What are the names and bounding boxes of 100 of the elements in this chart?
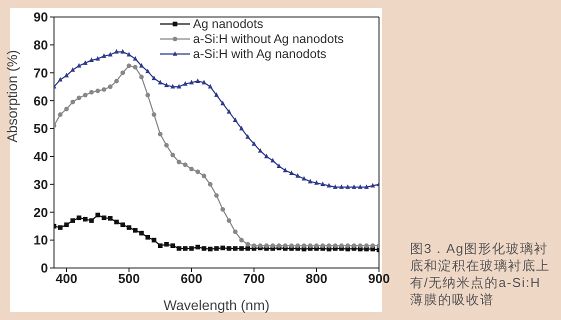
point [102,87,106,92]
point [345,184,350,189]
point [64,72,69,78]
point [70,218,76,223]
point [358,243,363,248]
point [358,184,363,189]
y-tick-label: 60 [34,93,48,108]
point [176,246,182,251]
point [108,52,113,56]
point [132,64,138,70]
x-tick-label: 500 [118,271,140,286]
point [58,76,63,82]
point [114,78,119,84]
point [132,228,138,233]
point [70,67,76,72]
point [70,100,76,104]
point [195,244,200,250]
point [152,112,156,117]
y-tick-label: 70 [34,65,48,80]
point [282,243,288,248]
point [182,246,188,251]
point [64,222,69,228]
point [282,168,288,172]
point [164,82,169,88]
point [370,243,376,248]
point [202,80,206,84]
point [95,212,100,218]
point [102,216,106,220]
point [120,222,126,228]
point [264,243,269,248]
point [176,84,182,89]
point [126,225,132,230]
point [320,182,326,186]
point [252,141,256,146]
point [202,246,206,251]
point [132,56,138,61]
legend-label: a-Si:H with Ag nanodots [193,46,326,60]
point [308,243,313,248]
y-tick-label: 10 [34,232,48,248]
x-tick-label: 900 [368,271,390,286]
point [89,90,94,95]
point [239,238,244,242]
point [270,243,276,248]
point [239,126,244,130]
legend-label: a-Si:H without Ag nanodots [193,32,344,46]
point [276,243,282,248]
y-axis-title: Absorption (%) [4,50,20,142]
line-series [54,49,379,189]
point [152,238,156,242]
point [164,142,169,148]
point [295,173,300,178]
point [220,100,226,106]
point [364,184,369,189]
point [170,84,176,89]
point [270,158,276,162]
point [245,242,250,247]
point [114,49,119,54]
point [332,243,338,248]
point [189,246,194,251]
point [108,84,113,90]
point [245,134,250,139]
point [352,184,356,189]
point [220,246,226,250]
point [64,106,69,112]
point [226,246,232,251]
point [95,88,100,94]
point [145,92,150,98]
point [214,193,219,198]
x-tick-label: 400 [56,271,78,286]
point [82,216,88,222]
point [252,243,256,248]
point [214,92,219,97]
point [102,53,106,58]
point [182,81,188,86]
point [145,68,150,74]
point [345,243,350,248]
point [258,148,263,153]
y-tick-label: 40 [34,149,48,164]
point [370,182,376,188]
point [314,243,319,248]
caption: 图3．Ag图形化玻璃衬底和淀积在玻璃衬底上有/无纳米点的a-Si:H薄膜的吸收谱 [410,240,551,308]
y-tick-label: 30 [34,176,48,192]
point [95,56,100,61]
y-tick-label: 80 [34,38,48,53]
legend-label: Ag nanodots [193,16,264,30]
point [264,154,269,158]
point [76,96,82,100]
point [295,243,300,248]
point [339,184,344,189]
point [326,243,332,248]
point [339,243,344,248]
point [120,49,126,54]
point [208,84,213,89]
point [364,243,369,248]
point [332,184,338,189]
line-series [54,212,379,252]
point [158,243,163,248]
point [89,218,94,223]
point [82,92,88,98]
point [302,176,306,181]
